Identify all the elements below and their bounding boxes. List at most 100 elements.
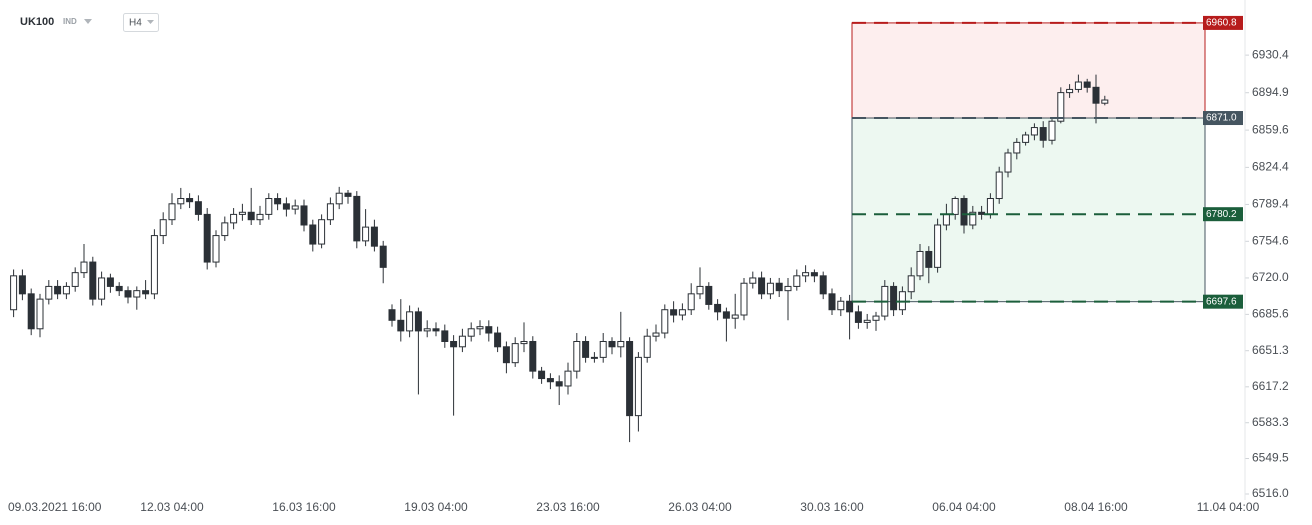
candle-body: [582, 340, 590, 358]
level-tag: [1203, 111, 1243, 126]
y-tick-label: 6859.6: [1252, 122, 1289, 136]
level-tag: [1203, 294, 1243, 309]
y-tick-label: 6824.4: [1252, 160, 1289, 174]
candle-body: [678, 309, 686, 316]
candle-body: [194, 201, 202, 215]
candle-body: [978, 211, 986, 215]
candle-body: [291, 205, 299, 210]
candle-body: [221, 222, 229, 237]
candle-body: [687, 293, 695, 311]
candle-body: [1013, 141, 1021, 154]
candle-body: [379, 245, 387, 268]
y-tick-label: 6789.4: [1252, 197, 1289, 211]
candle-body: [1004, 152, 1012, 173]
candle-body: [265, 198, 273, 215]
y-tick-label: 6583.3: [1252, 415, 1289, 429]
timeframe: H4: [129, 18, 142, 29]
candle-body: [476, 326, 484, 330]
level-tag: [1203, 15, 1243, 30]
candle-body: [696, 285, 704, 295]
candle-body: [846, 300, 854, 313]
candle-body: [1048, 120, 1056, 141]
candle-body: [203, 213, 211, 263]
y-tick-label: 6549.5: [1252, 451, 1289, 465]
candle-body: [1092, 86, 1100, 104]
candle-body: [590, 356, 598, 359]
candle-body: [423, 328, 431, 332]
candle-body: [828, 293, 836, 311]
symbol: UK100: [20, 16, 54, 28]
candle-body: [142, 290, 150, 295]
candle-body: [564, 370, 572, 387]
candle-body: [802, 272, 810, 277]
dropdown-caret[interactable]: [84, 19, 92, 24]
candle-body: [494, 332, 502, 348]
candle-body: [810, 272, 818, 277]
candle-body: [150, 235, 158, 295]
candle-body: [274, 198, 282, 205]
candle-body: [502, 346, 510, 364]
plot-area: [10, 22, 1206, 443]
candle-body: [538, 370, 546, 380]
loss-zone: [851, 117, 1206, 303]
candle-body: [986, 198, 994, 215]
candle-body: [1057, 92, 1065, 122]
candle-body: [335, 192, 343, 205]
candle-body: [1030, 127, 1038, 136]
candle-body: [300, 205, 308, 226]
candle-body: [731, 314, 739, 319]
candle-body: [124, 290, 132, 298]
candle-body: [80, 261, 88, 274]
x-tick-label: 30.03 16:00: [800, 500, 864, 514]
candle-body: [626, 340, 634, 417]
candle-body: [247, 211, 255, 221]
candle-body: [27, 293, 35, 330]
candle-body: [106, 277, 114, 287]
candle-body: [749, 277, 757, 284]
x-tick-label: 08.04 16:00: [1064, 500, 1128, 514]
candle-body: [643, 335, 651, 358]
candle-body: [230, 213, 238, 224]
profit-zone: [851, 22, 1206, 119]
x-tick-label: 09.03.2021 16:00: [8, 500, 102, 514]
candle-body: [529, 340, 537, 372]
y-tick-label: 6651.3: [1252, 343, 1289, 357]
candle-body: [238, 211, 246, 215]
candle-body: [819, 275, 827, 295]
x-tick-label: 23.03 16:00: [536, 500, 600, 514]
candle-body: [168, 203, 176, 221]
y-tick-label: 6685.6: [1252, 307, 1289, 321]
candle-body: [942, 213, 950, 226]
candle-body: [995, 171, 1003, 200]
candle-body: [775, 282, 783, 292]
candle-body: [555, 381, 563, 387]
candle-body: [282, 203, 290, 210]
candle-body: [511, 343, 519, 364]
candle-body: [388, 309, 396, 321]
candle-body: [45, 285, 53, 300]
candle-body: [212, 235, 220, 263]
candle-body: [362, 226, 370, 242]
candle-body: [837, 300, 845, 311]
level-tag-label: 6697.6: [1206, 296, 1237, 307]
y-tick-label: 6516.0: [1252, 486, 1289, 500]
candle-body: [872, 315, 880, 321]
candle-body: [634, 356, 642, 417]
candle-body: [318, 219, 326, 245]
candle-body: [1083, 81, 1091, 88]
candle-body: [925, 250, 933, 268]
timeframe-selector[interactable]: [123, 13, 159, 32]
x-tick-label: 11.04 04:00: [1197, 500, 1260, 514]
candle-body: [608, 340, 616, 348]
candle-body: [353, 195, 361, 242]
candle-body: [159, 219, 167, 237]
candle-body: [186, 198, 194, 203]
candle-body: [740, 282, 748, 316]
candle-body: [1039, 127, 1047, 141]
candle-body: [18, 275, 26, 295]
candle-body: [951, 198, 959, 215]
x-tick-label: 26.03 04:00: [668, 500, 732, 514]
candle-body: [863, 319, 871, 323]
candle-body: [573, 340, 581, 372]
